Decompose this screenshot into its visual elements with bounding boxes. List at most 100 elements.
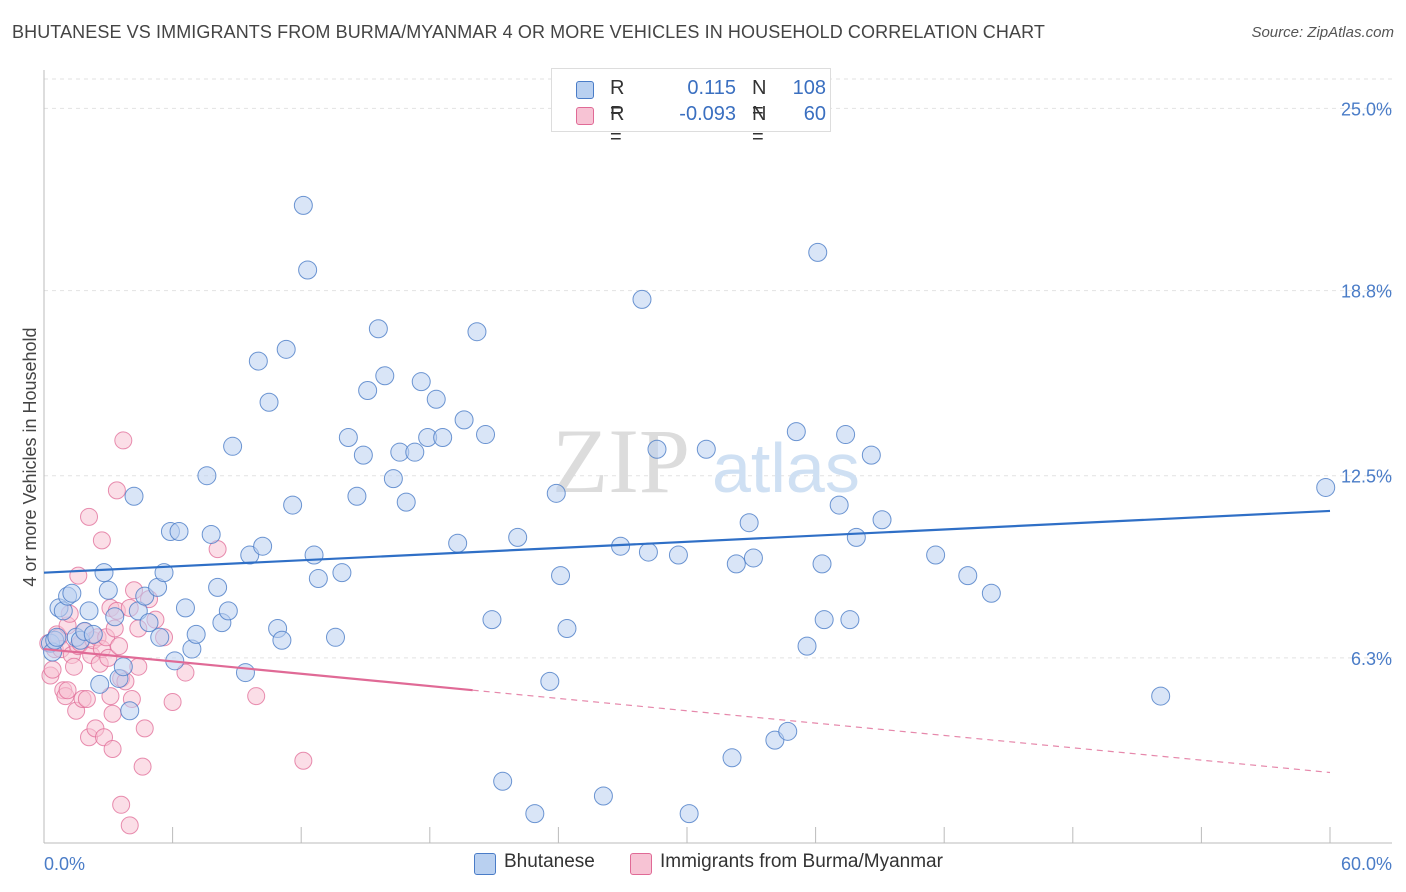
bhutanese-point [696, 439, 716, 459]
bhutanese-point [90, 674, 110, 694]
immigrants-point [120, 816, 139, 835]
immigrants-point [103, 739, 122, 758]
bhutanese-point [283, 495, 303, 515]
immigrants-point [103, 704, 122, 723]
immigrants-point [92, 531, 111, 550]
bhutanese-point [223, 436, 243, 456]
bhutanese-point [546, 483, 566, 503]
legend-n-value: 108 [792, 77, 826, 99]
y-tick-label: 12.5% [1341, 467, 1392, 487]
chart-title: BHUTANESE VS IMMIGRANTS FROM BURMA/MYANM… [12, 22, 1045, 42]
immigrants-point [114, 431, 133, 450]
trendlines [43, 509, 1331, 774]
bhutanese-point [861, 445, 881, 465]
bhutanese-point [62, 583, 82, 603]
bottom-legend-label: Bhutanese [504, 851, 595, 872]
bhutanese-point [208, 577, 228, 597]
bhutanese-point [525, 804, 545, 824]
y-axis-label: 4 or more Vehicles in Household [20, 327, 40, 586]
immigrants-point [43, 660, 62, 679]
bhutanese-point [1151, 686, 1171, 706]
immigrants-point [135, 719, 154, 738]
bhutanese-point [808, 242, 828, 262]
bhutanese-point [79, 601, 99, 621]
bottom-legend-swatch-pink [630, 853, 652, 875]
immigrants-point [112, 795, 131, 814]
y-tick-label: 6.3% [1351, 649, 1392, 669]
bhutanese-point [248, 351, 268, 371]
bhutanese-point [508, 527, 528, 547]
gridlines [44, 78, 1392, 659]
bhutanese-point [98, 580, 118, 600]
bhutanese-point [169, 522, 189, 542]
bhutanese-point [293, 195, 313, 215]
bhutanese-point [375, 366, 395, 386]
bhutanese-point [218, 601, 238, 621]
immigrants-point [294, 751, 313, 770]
bhutanese-point [139, 613, 159, 633]
bhutanese-point [786, 422, 806, 442]
legend-r-value: -0.093 [679, 103, 736, 125]
bhutanese-point [201, 524, 221, 544]
x-ticks [43, 827, 1331, 843]
legend-r-value: 0.115 [687, 77, 736, 99]
bhutanese-trendline [43, 509, 1331, 574]
legend-r-label: R = [610, 77, 625, 122]
watermark-atlas: atlas [712, 429, 860, 507]
immigrants-point [80, 507, 99, 526]
bhutanese-point [638, 542, 658, 562]
y-tick-label: 18.8% [1341, 282, 1392, 302]
bhutanese-point [557, 618, 577, 638]
bhutanese-point [926, 545, 946, 565]
bhutanese-point [812, 554, 832, 574]
bhutanese-point [778, 721, 798, 741]
bhutanese-point [668, 545, 688, 565]
immigrants-point [101, 687, 120, 706]
bhutanese-point [120, 701, 140, 721]
immigrants-point [107, 481, 126, 500]
immigrants-point [247, 687, 266, 706]
x-tick-label-min: 0.0% [44, 854, 85, 874]
bottom-legend-swatch-blue [474, 853, 496, 875]
bhutanese-point [332, 563, 352, 583]
bhutanese-point [454, 410, 474, 430]
bhutanese-point [426, 389, 446, 409]
watermark-zip: ZIP [552, 410, 690, 512]
immigrants-point [99, 648, 118, 667]
bhutanese-point [797, 636, 817, 656]
bhutanese-point [840, 610, 860, 630]
bhutanese-point [679, 804, 699, 824]
immigrants-point [110, 637, 129, 656]
bhutanese-point [411, 372, 431, 392]
stats-legend: R = 0.115 N = 108 R = -0.093 N = 60 [551, 68, 831, 148]
bhutanese-point [540, 671, 560, 691]
bhutanese-point [958, 566, 978, 586]
bhutanese-point [405, 442, 425, 462]
y-tick-label: 25.0% [1341, 99, 1392, 119]
bhutanese-point [743, 548, 763, 568]
immigrants-point [133, 757, 152, 776]
bhutanese-point [981, 583, 1001, 603]
legend-n-value: 60 [803, 103, 826, 125]
legend-swatch-pink [576, 107, 594, 125]
y-tick-labels: 6.3% 12.5% 18.8% 25.0% [1341, 99, 1392, 668]
bhutanese-point [551, 566, 571, 586]
bhutanese-point [722, 748, 742, 768]
bhutanese-point [593, 786, 613, 806]
bhutanese-point [872, 510, 892, 530]
bhutanese-points [40, 195, 1336, 824]
immigrants-point [58, 681, 77, 700]
bhutanese-point [253, 536, 273, 556]
immigrants-point [163, 692, 182, 711]
bhutanese-point [396, 492, 416, 512]
legend-n-label: N = [752, 77, 767, 122]
bhutanese-point [94, 563, 114, 583]
bhutanese-point [338, 427, 358, 447]
bhutanese-point [347, 486, 367, 506]
immigrants-trendline-extension [472, 689, 1331, 774]
bhutanese-point [259, 392, 279, 412]
bhutanese-point [47, 627, 67, 647]
bhutanese-point [186, 624, 206, 644]
immigrants-point [77, 690, 96, 709]
